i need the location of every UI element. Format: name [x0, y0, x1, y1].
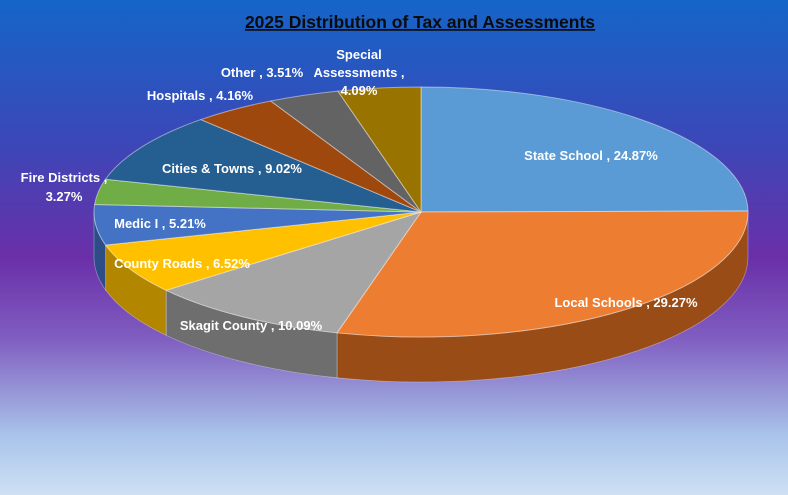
slice-special-assessments	[337, 86, 422, 213]
data-label-county-roads: County Roads , 6.52%	[114, 256, 250, 271]
slice-state-school	[420, 86, 749, 213]
slice-skagit-county	[165, 211, 422, 334]
data-label-fire-districts: Fire Districts , 3.27%	[21, 170, 108, 204]
slice-hospitals	[200, 100, 422, 213]
slice-cities-towns	[104, 119, 422, 213]
data-label-hospitals: Hospitals , 4.16%	[147, 88, 254, 103]
slice-labels: State School , 24.87% Local Schools , 29.…	[21, 47, 698, 333]
data-label-other: Other , 3.51%	[221, 65, 304, 80]
slice-fire-districts	[94, 178, 422, 213]
data-label-special-assessments: Special Assessments , 4.09%	[313, 47, 404, 98]
data-label-cities-towns: Cities & Towns , 9.02%	[162, 161, 302, 176]
data-label-medic-i: Medic I , 5.21%	[114, 216, 206, 231]
slice-medic-i	[93, 204, 422, 246]
pie-top-faces	[93, 86, 749, 338]
slice-other	[270, 90, 422, 213]
data-label-skagit-county: Skagit County , 10.09%	[180, 318, 323, 333]
chart-title: 2025 Distribution of Tax and Assessments	[245, 12, 595, 32]
pie-side-walls	[93, 211, 749, 383]
slice-local-schools	[336, 210, 749, 338]
data-label-local-schools: Local Schools , 29.27%	[554, 295, 697, 310]
slice-county-roads	[105, 211, 422, 291]
slice-side-medic-i	[93, 211, 107, 292]
data-label-state-school: State School , 24.87%	[524, 148, 658, 163]
